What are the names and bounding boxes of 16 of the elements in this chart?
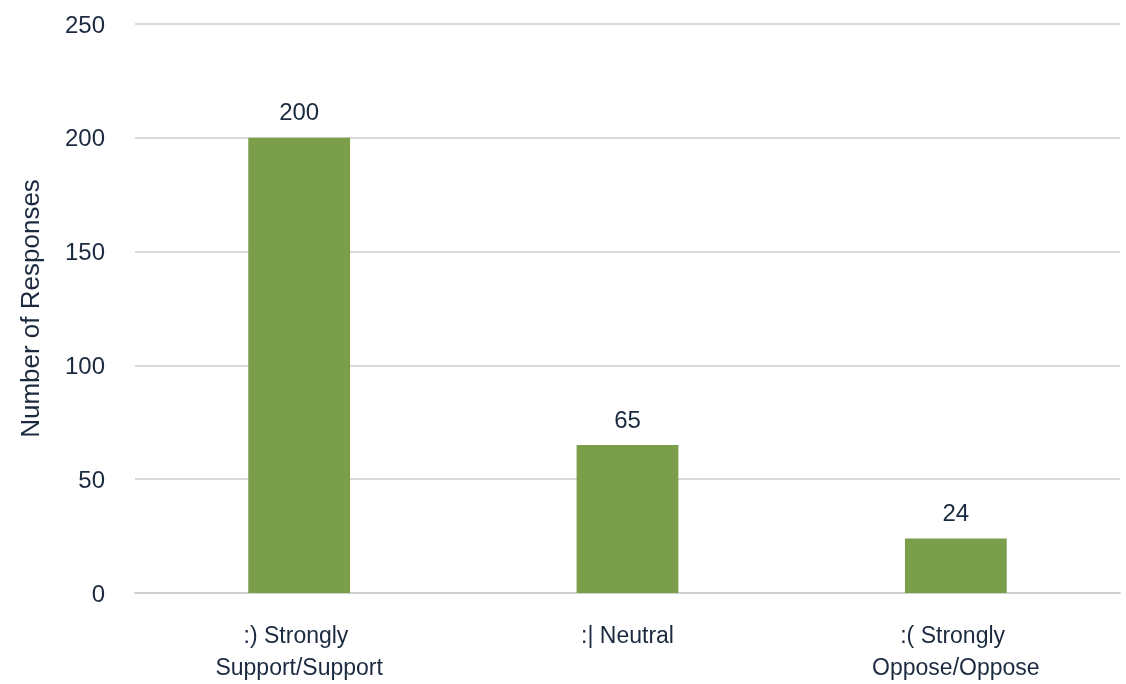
y-tick-label: 150 — [64, 238, 105, 266]
y-tick-label: 0 — [91, 579, 105, 607]
bar — [576, 445, 679, 593]
bar — [904, 538, 1007, 593]
bar — [248, 137, 351, 593]
data-label: 24 — [942, 498, 970, 526]
y-tick-label: 50 — [78, 465, 105, 493]
data-label: 65 — [614, 405, 641, 433]
x-tick-label: :| Neutral — [581, 622, 674, 648]
y-tick-label: 200 — [64, 124, 105, 152]
y-tick-label: 100 — [64, 351, 105, 379]
x-tick-label: :) Strongly Support/Support — [215, 622, 384, 680]
data-label: 200 — [279, 98, 320, 126]
y-axis-title: Number of Responses — [15, 179, 45, 438]
y-tick-label: 250 — [64, 10, 105, 38]
x-tick-label: :( Strongly Oppose/Oppose — [872, 622, 1040, 680]
